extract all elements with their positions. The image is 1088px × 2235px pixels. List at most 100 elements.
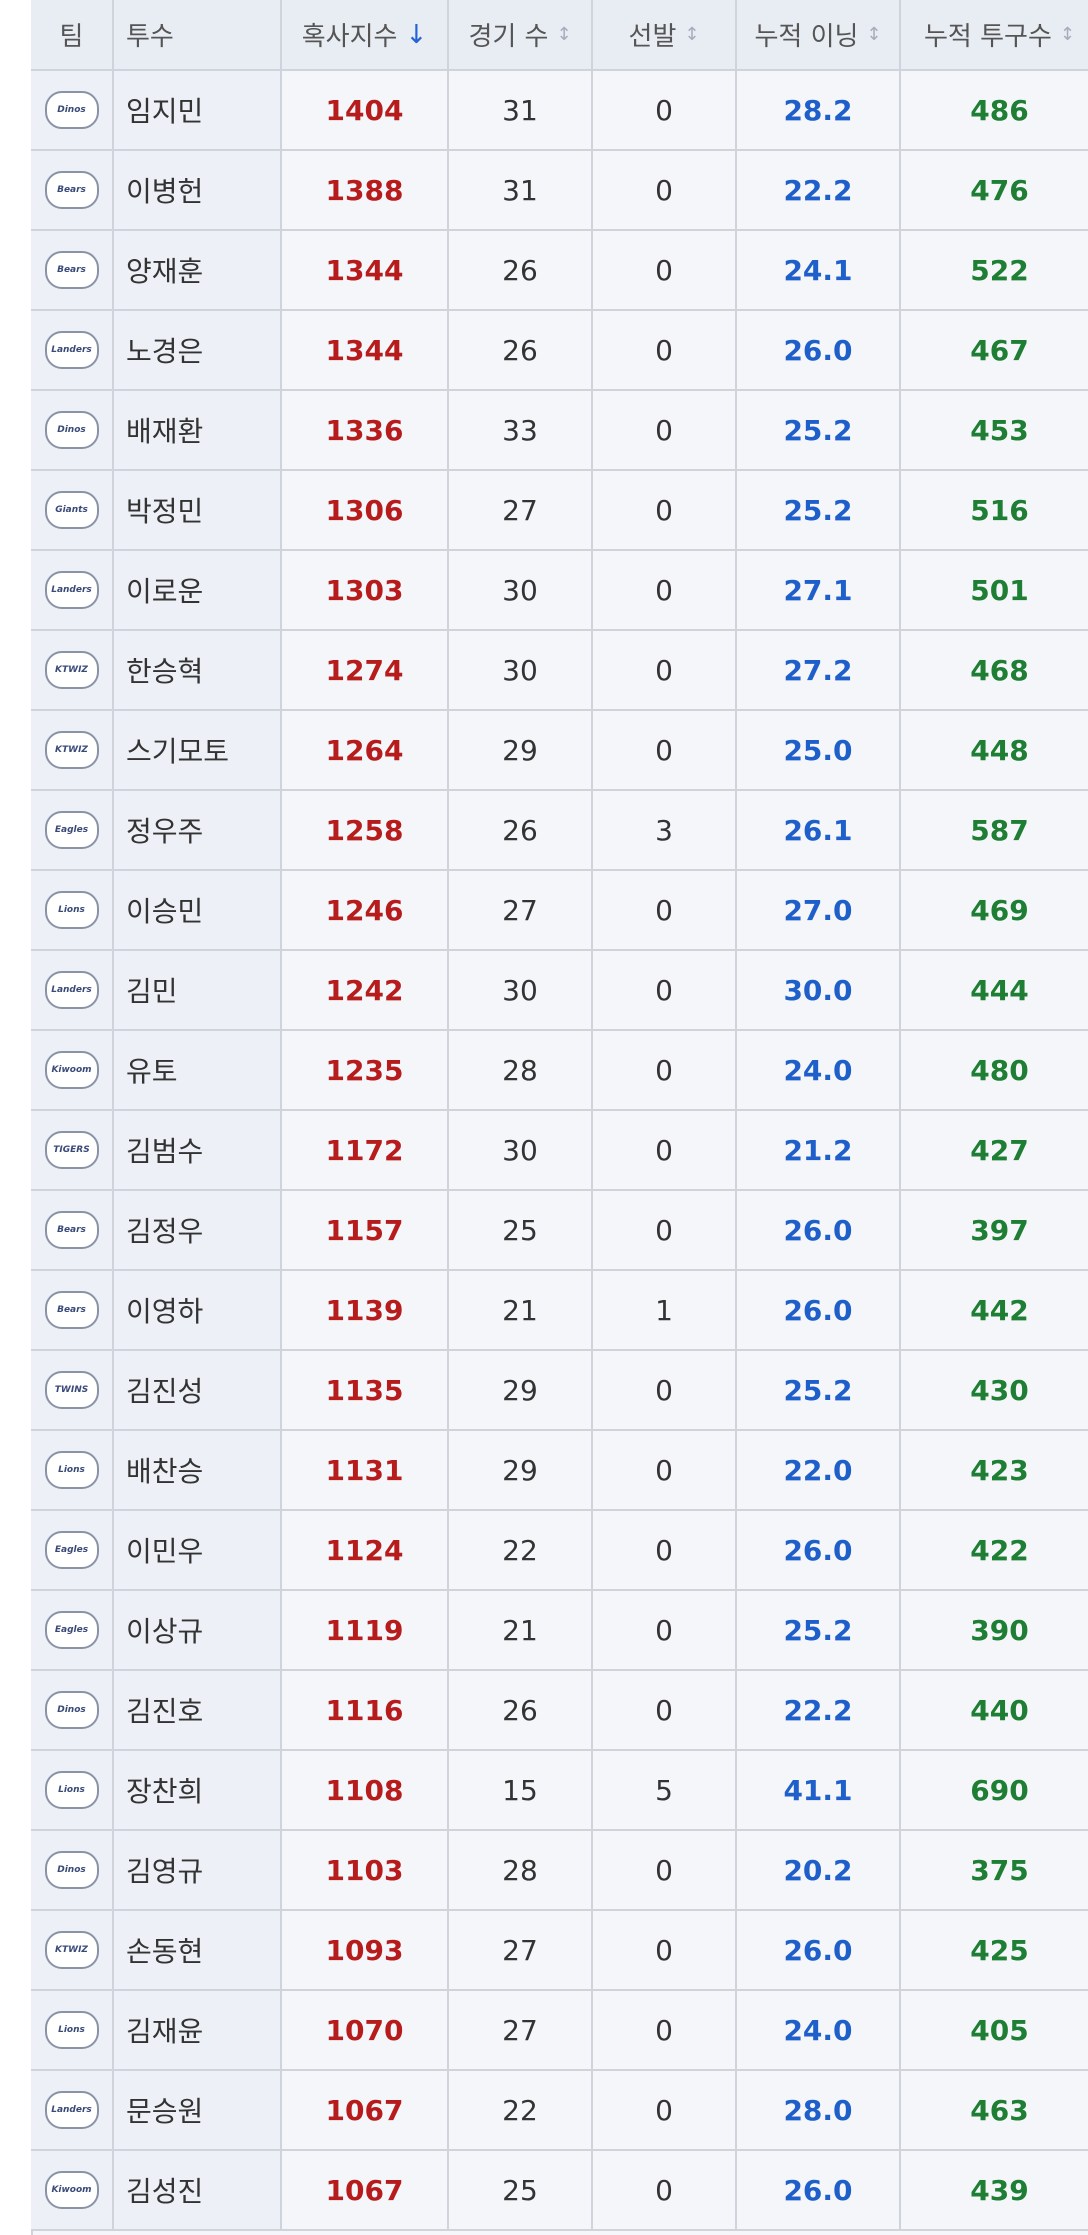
pitcher-name: 김진성: [126, 1375, 204, 1408]
games-cell: 25: [449, 1191, 593, 1271]
overuse-index: 1131: [325, 1453, 404, 1487]
team-logo-cell: Dinos: [31, 1671, 114, 1751]
pitcher-name-cell: 김재윤: [114, 1991, 282, 2071]
pitch-count: 444: [970, 973, 1029, 1007]
column-header[interactable]: 선발 ↕: [593, 0, 737, 71]
starts: 0: [655, 1533, 673, 1567]
games: 28: [502, 1853, 538, 1887]
column-header[interactable]: 누적 이닝 ↕: [737, 0, 901, 71]
pitcher-name: 김진호: [126, 1695, 204, 1728]
pitch-count-cell: 448: [901, 711, 1088, 791]
pitch-count-cell: 469: [901, 871, 1088, 951]
header-text: 누적 투구수: [924, 22, 1052, 52]
overuse-index-cell: 1116: [282, 1671, 449, 1751]
pitch-count-cell: 375: [901, 1831, 1088, 1911]
pitch-count-cell: 427: [901, 1111, 1088, 1191]
innings: 25.0: [783, 733, 853, 767]
pitch-count: 501: [970, 573, 1029, 607]
pitch-count-cell: 468: [901, 631, 1088, 711]
innings-cell: 26.0: [737, 1911, 901, 1991]
team-logo: Kiwoom: [44, 1051, 99, 1089]
team-logo-cell: Kiwoom: [31, 1031, 114, 1111]
pitcher-name: 문승원: [126, 2095, 204, 2128]
pitcher-name-cell: 장찬희: [114, 1751, 282, 1831]
innings: 22.2: [783, 1693, 853, 1727]
starts-cell: 0: [593, 1831, 737, 1911]
pitch-count-cell: 405: [901, 1991, 1088, 2071]
column-header[interactable]: 혹사지수 ↓: [282, 0, 449, 71]
games: 22: [502, 1533, 538, 1567]
games: 21: [502, 1293, 538, 1327]
team-logo: Lions: [44, 1771, 99, 1809]
starts: 0: [655, 1933, 673, 1967]
innings-cell: 22.2: [737, 1671, 901, 1751]
team-logo-cell: Landers: [31, 311, 114, 391]
column-header[interactable]: 누적 투구수 ↕: [901, 0, 1088, 71]
starts: 0: [655, 973, 673, 1007]
innings: 26.0: [783, 333, 853, 367]
innings: 24.0: [783, 2013, 853, 2047]
games: 31: [502, 93, 538, 127]
innings: 21.2: [783, 1133, 853, 1167]
team-logo: Eagles: [44, 1611, 99, 1649]
pitcher-name-cell: 박정민: [114, 471, 282, 551]
overuse-index: 1124: [325, 1533, 404, 1567]
innings-cell: 27.1: [737, 551, 901, 631]
team-logo-cell: Bears: [31, 151, 114, 231]
games-cell: 28: [449, 1031, 593, 1111]
overuse-index-cell: 1303: [282, 551, 449, 631]
innings: 26.0: [783, 1533, 853, 1567]
games-cell: 29: [449, 1351, 593, 1431]
pitcher-name: 김성진: [126, 2175, 204, 2208]
team-logo-cell: Lions: [31, 1431, 114, 1511]
innings-cell: 25.2: [737, 391, 901, 471]
games-cell: 22: [449, 1511, 593, 1591]
starts: 0: [655, 1693, 673, 1727]
overuse-index-cell: 1108: [282, 1751, 449, 1831]
innings-cell: 28.2: [737, 71, 901, 151]
pitch-count-cell: 390: [901, 1591, 1088, 1671]
team-logo-cell: Bears: [31, 231, 114, 311]
overuse-index-cell: 1336: [282, 391, 449, 471]
team-logo: Bears: [44, 251, 99, 289]
starts-cell: 0: [593, 871, 737, 951]
innings-cell: 26.0: [737, 1271, 901, 1351]
starts-cell: 0: [593, 1591, 737, 1671]
games-cell: 26: [449, 311, 593, 391]
pitch-count-cell: 480: [901, 1031, 1088, 1111]
games-cell: 30: [449, 631, 593, 711]
team-logo-cell: TWINS: [31, 1351, 114, 1431]
overuse-index: 1070: [325, 2013, 404, 2047]
pitch-count: 397: [970, 1213, 1029, 1247]
starts-cell: 0: [593, 631, 737, 711]
starts: 0: [655, 2173, 673, 2207]
column-header[interactable]: 경기 수 ↕: [449, 0, 593, 71]
overuse-index-cell: 1344: [282, 311, 449, 391]
pitcher-name-cell: 김민: [114, 951, 282, 1031]
innings: 20.2: [783, 1853, 853, 1887]
pitcher-name: 김민: [126, 975, 178, 1008]
pitcher-name: 김정우: [126, 1215, 204, 1248]
team-logo: Kiwoom: [44, 2171, 99, 2209]
games: 26: [502, 813, 538, 847]
innings: 26.1: [783, 813, 853, 847]
pitcher-name: 노경은: [126, 335, 204, 368]
pitch-count-cell: 476: [901, 151, 1088, 231]
innings-cell: 25.0: [737, 711, 901, 791]
team-logo: Giants: [44, 491, 99, 529]
games-cell: 30: [449, 951, 593, 1031]
overuse-index: 1108: [325, 1773, 404, 1807]
sort-icon: ↕: [556, 24, 572, 45]
team-logo: KTWIZ: [44, 1931, 99, 1969]
pitch-count-cell: 467: [901, 311, 1088, 391]
pitch-count-cell: 463: [901, 2071, 1088, 2151]
header-text: 팀: [59, 22, 84, 52]
innings-cell: 22.2: [737, 151, 901, 231]
team-logo-cell: Dinos: [31, 391, 114, 471]
innings-cell: 41.1: [737, 1751, 901, 1831]
header-text: 투수: [126, 22, 174, 52]
team-logo-cell: KTWIZ: [31, 631, 114, 711]
innings-cell: 25.2: [737, 471, 901, 551]
starts: 0: [655, 2093, 673, 2127]
overuse-index: 1067: [325, 2173, 404, 2207]
